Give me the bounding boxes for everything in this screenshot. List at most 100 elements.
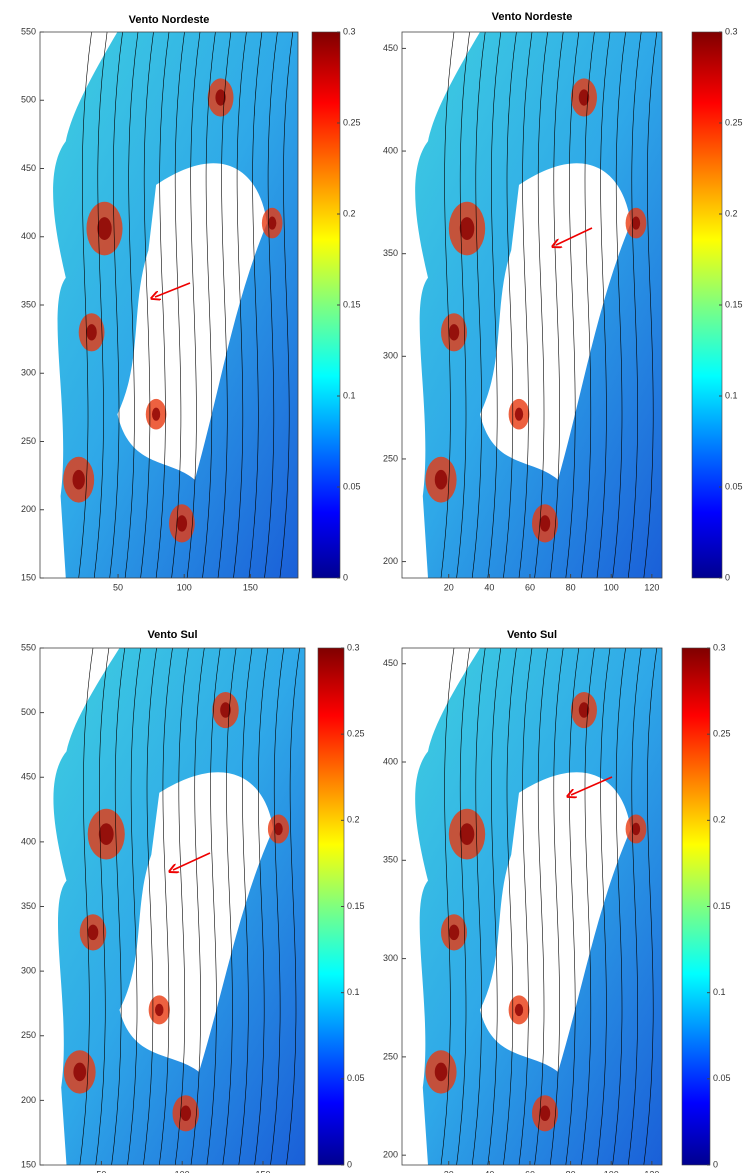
chart-title: Vento Nordeste — [492, 11, 573, 23]
colorbar-tick-label: 0.2 — [347, 815, 360, 825]
hotspot-core — [152, 408, 160, 421]
y-tick-label: 250 — [383, 453, 398, 463]
hotspot-core — [177, 515, 187, 531]
y-tick-label: 300 — [21, 368, 36, 378]
hotspot-core — [73, 1063, 86, 1082]
hotspot-core — [180, 1106, 191, 1122]
x-tick-label: 80 — [566, 582, 576, 592]
colorbar-tick-label: 0.1 — [713, 987, 726, 997]
colorbar-tick-label: 0.3 — [343, 26, 356, 36]
hotspot-core — [540, 515, 550, 531]
y-tick-label: 250 — [21, 436, 36, 446]
y-tick-label: 500 — [21, 707, 36, 717]
colorbar-tick-label: 0.15 — [713, 901, 731, 911]
x-tick-label: 60 — [525, 582, 535, 592]
colorbar-tick-label: 0.25 — [343, 117, 361, 127]
hotspot-core — [632, 823, 640, 835]
colorbar — [682, 648, 710, 1165]
colorbar-tick-label: 0.15 — [725, 299, 743, 309]
colorbar-tick-label: 0.05 — [725, 481, 743, 491]
colorbar-tick-label: 0.3 — [347, 642, 360, 652]
hotspot-core — [88, 925, 99, 941]
hotspot-core — [515, 1004, 523, 1016]
x-tick-label: 100 — [604, 582, 619, 592]
colorbar-tick-label: 0.3 — [713, 642, 726, 652]
colorbar-tick-label: 0.25 — [347, 729, 365, 739]
y-tick-label: 350 — [21, 901, 36, 911]
hotspot-core — [515, 408, 523, 421]
colorbar-tick-label: 0.1 — [725, 390, 738, 400]
field — [402, 32, 662, 578]
x-tick-label: 100 — [175, 1169, 190, 1173]
y-tick-label: 150 — [21, 572, 36, 582]
y-tick-label: 300 — [383, 351, 398, 361]
y-tick-label: 450 — [383, 43, 398, 53]
colorbar-tick-label: 0 — [347, 1159, 352, 1169]
field — [402, 648, 662, 1165]
x-tick-label: 50 — [113, 582, 123, 592]
y-tick-label: 450 — [383, 658, 398, 668]
hotspot-core — [460, 823, 475, 845]
hotspot-core — [435, 470, 447, 490]
chart-title: Vento Sul — [147, 629, 197, 641]
x-tick-label: 100 — [177, 582, 192, 592]
hotspot-core — [460, 217, 475, 240]
colorbar-tick-label: 0.25 — [725, 117, 743, 127]
colorbar-tick-label: 0.2 — [713, 815, 726, 825]
hotspot-core — [99, 823, 114, 845]
x-tick-label: 20 — [444, 582, 454, 592]
hotspot-core — [274, 823, 282, 835]
y-tick-label: 550 — [21, 642, 36, 652]
chart-title: Vento Sul — [507, 629, 557, 641]
y-tick-label: 400 — [383, 756, 398, 766]
x-tick-label: 100 — [604, 1169, 619, 1173]
hotspot-core — [73, 470, 85, 490]
y-tick-label: 350 — [383, 855, 398, 865]
y-tick-label: 550 — [21, 26, 36, 36]
x-tick-label: 60 — [525, 1169, 535, 1173]
y-tick-label: 200 — [21, 504, 36, 514]
colorbar-tick-label: 0.05 — [343, 481, 361, 491]
hotspot-core — [435, 1063, 447, 1082]
field — [40, 648, 305, 1165]
y-tick-label: 500 — [21, 95, 36, 105]
y-tick-label: 150 — [21, 1159, 36, 1169]
colorbar-tick-label: 0.1 — [343, 390, 356, 400]
y-tick-label: 300 — [383, 953, 398, 963]
hotspot-core — [449, 925, 459, 941]
x-tick-label: 120 — [644, 1169, 659, 1173]
colorbar-tick-label: 0.2 — [343, 208, 356, 218]
x-tick-label: 40 — [484, 582, 494, 592]
y-tick-label: 200 — [383, 1150, 398, 1160]
hotspot-core — [97, 217, 111, 240]
colorbar — [692, 32, 722, 578]
x-tick-label: 80 — [566, 1169, 576, 1173]
hotspot-core — [86, 324, 96, 340]
chart-title: Vento Nordeste — [129, 14, 210, 26]
y-tick-label: 250 — [21, 1030, 36, 1040]
figure: Vento Nordeste50100150150200250300350400… — [0, 0, 753, 1173]
colorbar-tick-label: 0.15 — [347, 901, 365, 911]
y-tick-label: 300 — [21, 966, 36, 976]
colorbar-tick-label: 0.05 — [347, 1073, 365, 1083]
hotspot-core — [632, 217, 640, 230]
y-tick-label: 350 — [383, 248, 398, 258]
colorbar-tick-label: 0.05 — [713, 1073, 731, 1083]
colorbar-tick-label: 0.25 — [713, 729, 731, 739]
x-tick-label: 50 — [96, 1169, 106, 1173]
colorbar-tick-label: 0.2 — [725, 208, 738, 218]
y-tick-label: 250 — [383, 1051, 398, 1061]
hotspot-core — [449, 324, 459, 340]
x-tick-label: 40 — [484, 1169, 494, 1173]
y-tick-label: 200 — [383, 556, 398, 566]
colorbar-tick-label: 0 — [713, 1159, 718, 1169]
colorbar-tick-label: 0 — [725, 572, 730, 582]
x-tick-label: 120 — [644, 582, 659, 592]
y-tick-label: 400 — [21, 231, 36, 241]
y-tick-label: 350 — [21, 299, 36, 309]
y-tick-label: 400 — [21, 836, 36, 846]
field — [40, 32, 298, 578]
x-tick-label: 150 — [255, 1169, 270, 1173]
hotspot-core — [268, 217, 276, 230]
colorbar — [318, 648, 344, 1165]
